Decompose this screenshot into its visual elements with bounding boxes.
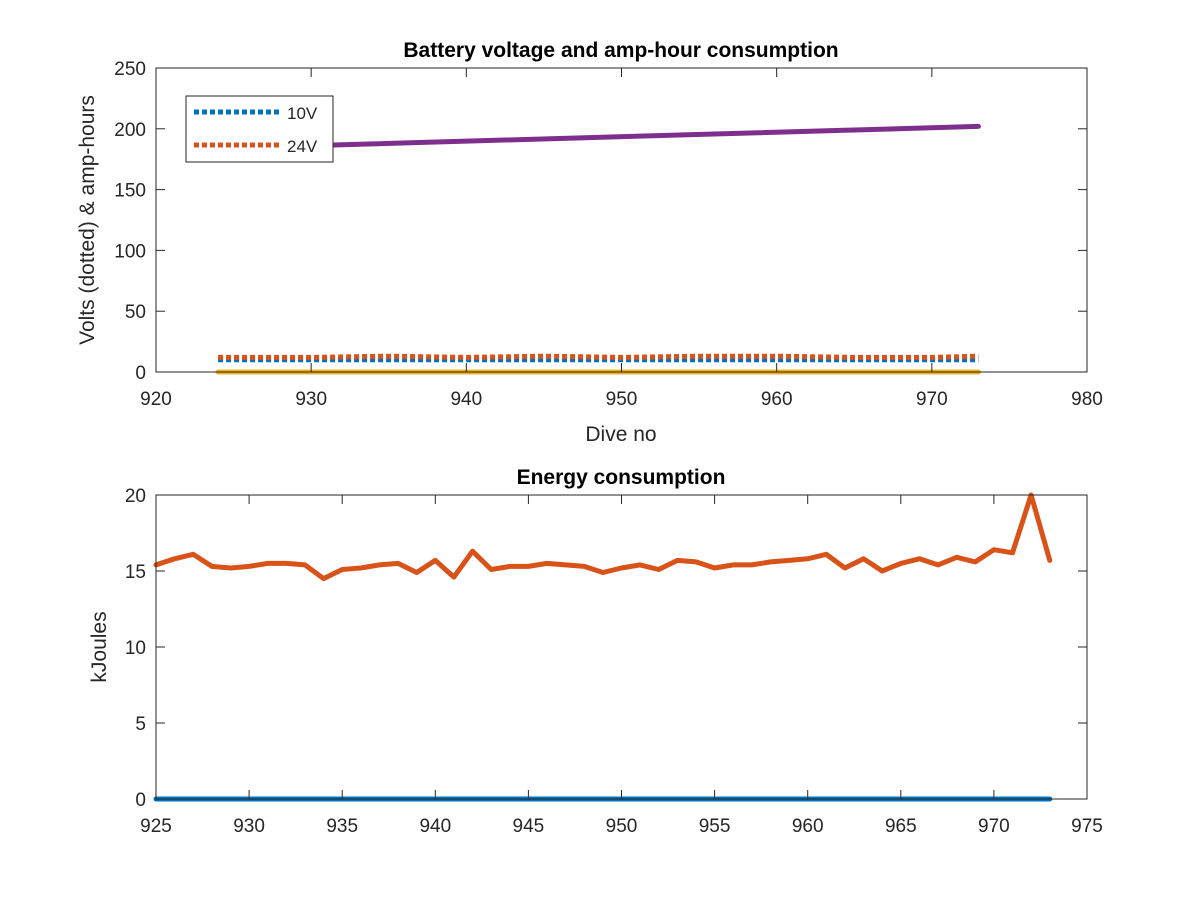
voltage-series-line-24v xyxy=(218,353,979,360)
energy-series-layer xyxy=(153,492,1053,802)
energy-x-tick-label: 925 xyxy=(140,816,172,837)
voltage-y-tick-label: 0 xyxy=(135,363,146,384)
voltage-y-tick-label: 200 xyxy=(114,120,146,141)
voltage-x-tick-label: 930 xyxy=(295,389,327,410)
energy-ticks-layer: 925 930 935 940 945 950 955 960 965 970 975 0 5 10 15 2… xyxy=(125,486,1103,837)
energy-x-tick-label: 965 xyxy=(885,816,917,837)
energy-chart: 925 930 935 940 945 950 955 960 965 970 975 0 5 10 15 2… xyxy=(88,466,1103,837)
voltage-series-line-3 xyxy=(215,123,981,151)
voltage-legend: 10V 24V xyxy=(185,95,334,163)
energy-y-tick-label: 10 xyxy=(125,638,146,659)
voltage-x-tick-label: 970 xyxy=(916,389,948,410)
voltage-x-tick-label: 950 xyxy=(606,389,638,410)
voltage-x-tick-label: 960 xyxy=(761,389,793,410)
legend-box xyxy=(185,95,334,163)
voltage-y-axis-label: Volts (dotted) & amp-hours xyxy=(76,95,99,345)
legend-label-24v: 24V xyxy=(287,137,318,156)
legend-label-10v: 10V xyxy=(287,104,318,123)
voltage-y-tick-label: 100 xyxy=(114,241,146,262)
energy-x-tick-label: 930 xyxy=(233,816,265,837)
voltage-x-tick-label: 940 xyxy=(450,389,482,410)
energy-x-tick-label: 960 xyxy=(792,816,824,837)
voltage-x-tick-label: 980 xyxy=(1071,389,1103,410)
voltage-x-tick-label: 920 xyxy=(140,389,172,410)
energy-y-tick-label: 20 xyxy=(125,486,146,507)
energy-y-tick-label: 15 xyxy=(125,562,146,583)
energy-chart-title: Energy consumption xyxy=(517,466,726,489)
energy-x-tick-label: 950 xyxy=(606,816,638,837)
energy-x-tick-label: 935 xyxy=(326,816,358,837)
energy-y-tick-label: 5 xyxy=(135,714,146,735)
energy-x-tick-label: 945 xyxy=(513,816,545,837)
energy-y-axis-label: kJoules xyxy=(88,611,111,682)
voltage-chart: 920 930 940 950 960 970 980 0 50 100 150 200 250 Bat… xyxy=(76,39,1103,446)
energy-x-tick-label: 970 xyxy=(978,816,1010,837)
voltage-y-tick-label: 150 xyxy=(114,181,146,202)
voltage-y-tick-label: 250 xyxy=(114,59,146,80)
energy-y-tick-label: 0 xyxy=(135,790,146,811)
energy-series-line-1 xyxy=(153,492,1053,582)
voltage-chart-title: Battery voltage and amp-hour consumption xyxy=(403,39,838,62)
voltage-series-layer xyxy=(215,123,981,375)
voltage-y-tick-label: 50 xyxy=(125,302,146,323)
voltage-x-axis-label: Dive no xyxy=(585,423,656,446)
energy-x-tick-label: 975 xyxy=(1071,816,1103,837)
energy-x-tick-label: 955 xyxy=(699,816,731,837)
energy-x-tick-label: 940 xyxy=(419,816,451,837)
energy-plot-area xyxy=(155,494,1088,800)
voltage-ticks-layer: 920 930 940 950 960 970 980 0 50 100 150 200 250 xyxy=(114,59,1103,410)
